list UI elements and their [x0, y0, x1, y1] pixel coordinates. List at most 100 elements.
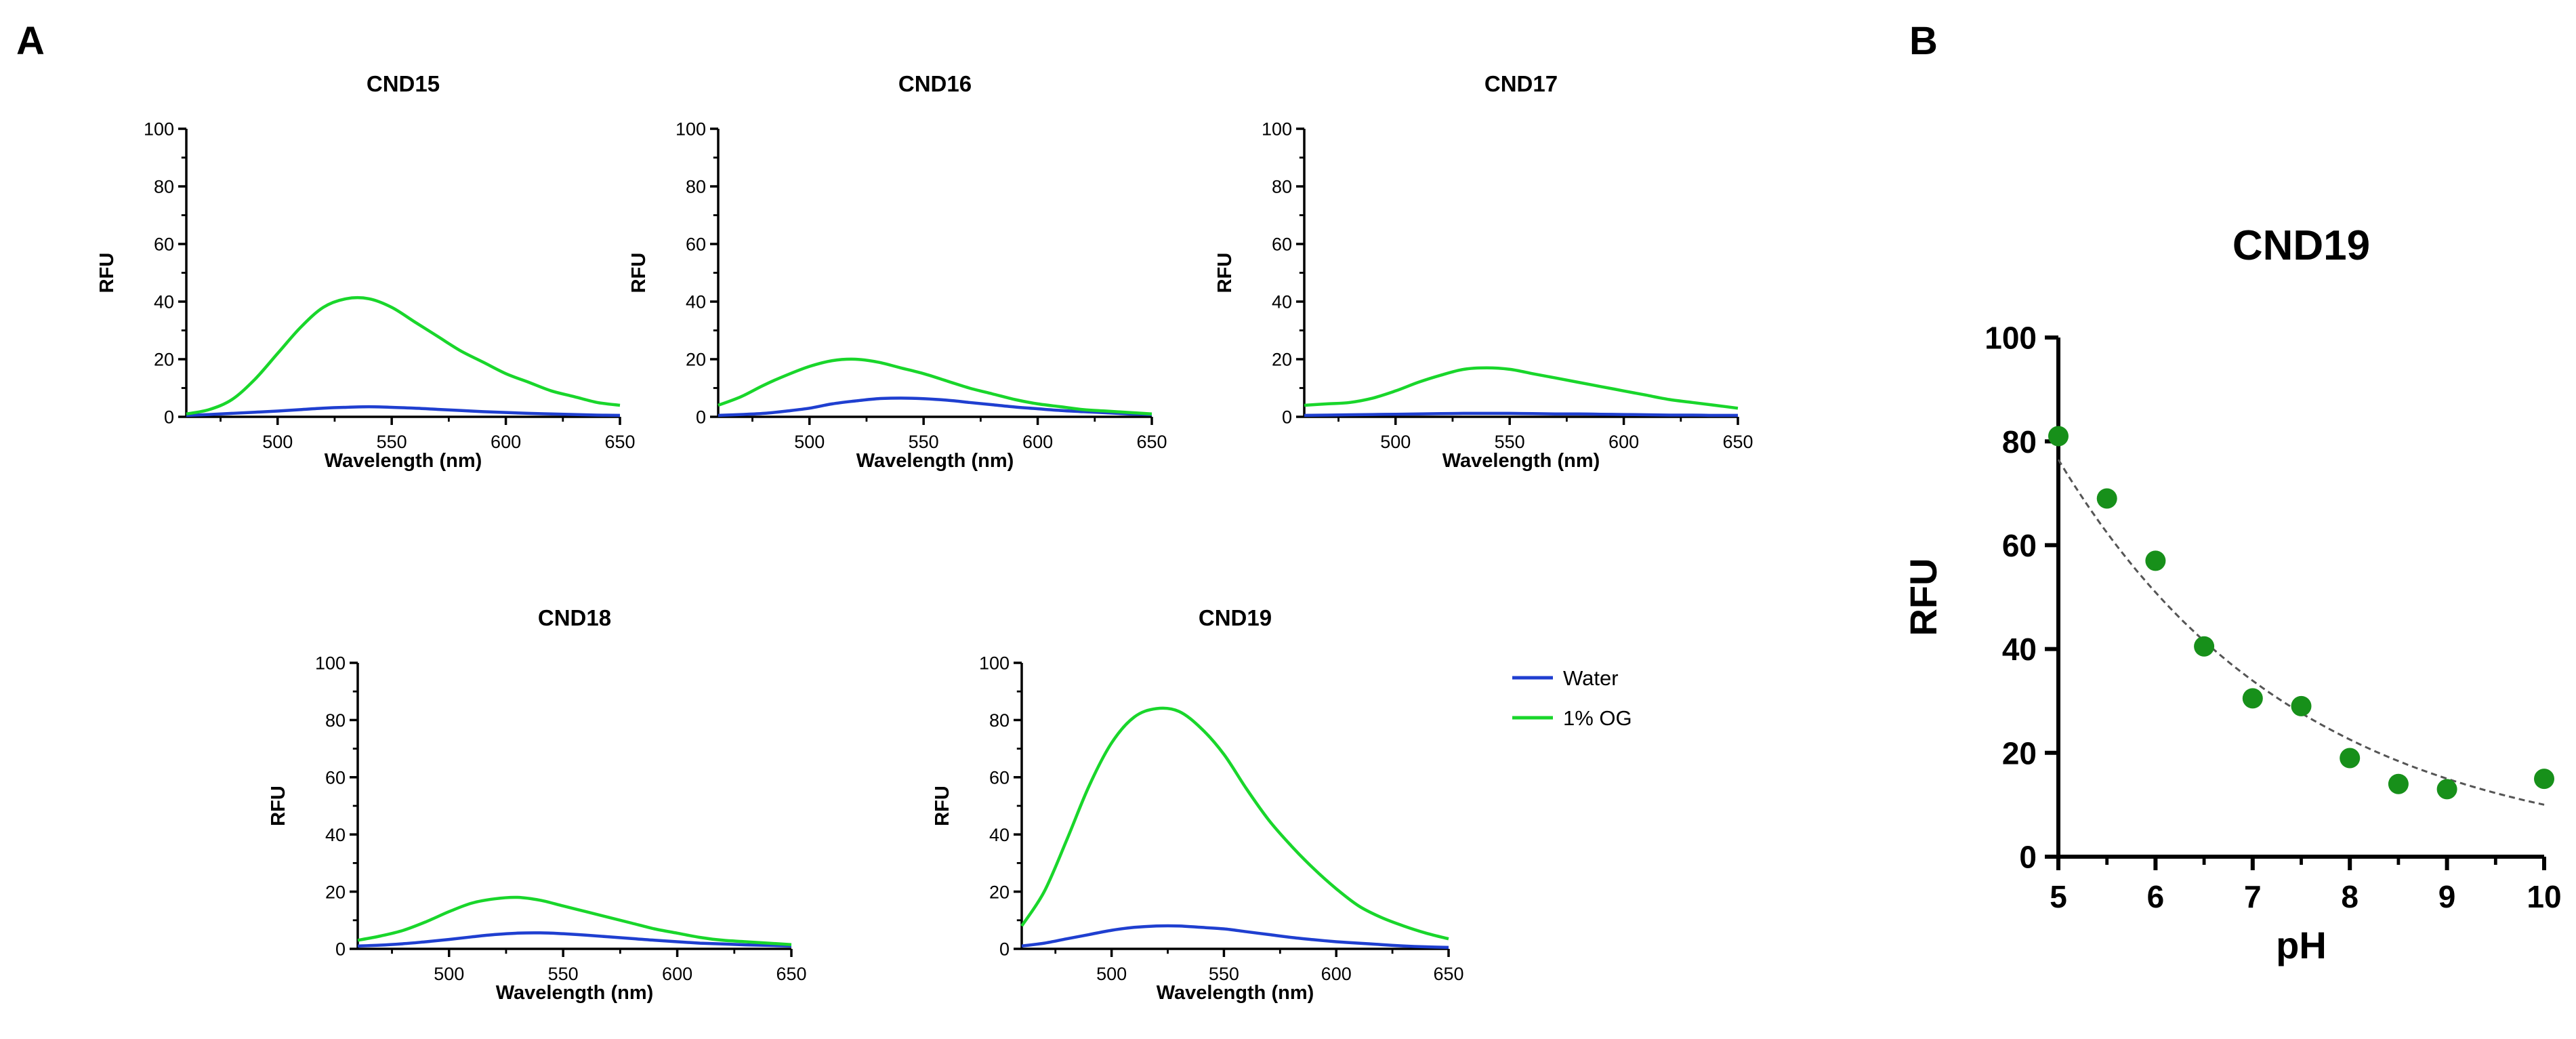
chart-title: CND19: [2232, 222, 2370, 269]
series-line-og: [1020, 706, 1449, 941]
x-tick-label: 650: [1433, 964, 1463, 984]
series-line-water: [1021, 924, 1449, 950]
y-axis-label: RFU: [96, 253, 118, 293]
chart-title: CND19: [1199, 605, 1272, 630]
x-tick-label: 600: [662, 964, 692, 984]
x-tick-label: 5: [2050, 879, 2067, 914]
y-axis-label: RFU: [1902, 558, 1945, 636]
x-axis-label: pH: [2276, 924, 2327, 966]
y-axis-label: RFU: [628, 253, 650, 293]
x-tick-label: 600: [491, 432, 521, 452]
fit-curve: [2057, 459, 2545, 806]
chart-cnd19-ph: CND19 0 20 40 60 80 100 5 6 7 8 9 10 pH RFU: [1902, 222, 2562, 966]
y-tick-label: 20: [1272, 350, 1292, 370]
x-tick-label: 550: [1495, 432, 1525, 452]
x-tick-label: 600: [1608, 432, 1639, 452]
y-tick-label: 80: [686, 177, 706, 197]
y-tick-label: 40: [686, 292, 706, 312]
x-tick-label: 550: [1209, 964, 1239, 984]
y-axis-label: RFU: [932, 786, 953, 826]
data-point: [2242, 688, 2263, 709]
y-tick-label: 100: [676, 119, 706, 140]
y-tick-label: 60: [2002, 528, 2037, 563]
chart-title: CND18: [538, 605, 611, 630]
data-point: [2388, 773, 2409, 794]
y-tick-label: 80: [1272, 177, 1292, 197]
y-axis-label: RFU: [268, 786, 289, 826]
panel-label-b: B: [1909, 19, 1938, 63]
y-tick-label: 20: [989, 882, 1010, 902]
y-tick-label: 80: [325, 710, 346, 731]
data-point: [2145, 550, 2166, 571]
data-point: [2096, 488, 2117, 509]
y-tick-label: 80: [154, 177, 174, 197]
y-tick-label: 40: [989, 825, 1010, 845]
series-line-og: [718, 357, 1152, 416]
x-tick-label: 6: [2147, 879, 2165, 914]
y-tick-label: 0: [1282, 407, 1292, 428]
x-tick-label: 600: [1321, 964, 1352, 984]
series-line-water: [357, 931, 792, 948]
x-tick-label: 650: [1136, 432, 1167, 452]
x-tick-label: 600: [1022, 432, 1053, 452]
y-tick-label: 100: [144, 119, 174, 140]
y-tick-label: 80: [2002, 424, 2037, 460]
x-tick-label: 550: [548, 964, 579, 984]
x-axis-label: Wavelength (nm): [1157, 982, 1314, 1004]
y-tick-label: 0: [696, 407, 706, 428]
chart-title: CND16: [898, 71, 972, 96]
y-tick-label: 80: [989, 710, 1010, 731]
chart-title: CND15: [367, 71, 440, 96]
y-tick-label: 100: [1985, 321, 2037, 356]
chart-cnd19-spectrum: CND19 0 20 40 60 80 100 500 550 600 650 Wavelength …: [932, 605, 1464, 1004]
y-tick-label: 20: [686, 350, 706, 370]
y-tick-label: 100: [315, 653, 346, 674]
y-tick-label: 40: [1272, 292, 1292, 312]
y-axis-label: RFU: [1214, 253, 1236, 293]
y-tick-label: 40: [325, 825, 346, 845]
y-tick-label: 0: [999, 939, 1010, 960]
x-tick-label: 500: [794, 432, 825, 452]
x-axis-label: Wavelength (nm): [325, 450, 482, 472]
chart-cnd17: CND17 0 20 40 60 80 100 500 550 600 650 Wavelength …: [1214, 71, 1753, 472]
series-line-water: [718, 396, 1152, 417]
x-tick-label: 500: [1096, 964, 1127, 984]
y-tick-label: 20: [325, 882, 346, 902]
x-axis-label: Wavelength (nm): [1442, 450, 1600, 472]
chart-cnd15: CND15 0 20 40 60 80 100 500 550 600 650 Wavelength …: [96, 71, 636, 472]
chart-cnd18: CND18 0 20 40 60 80 100 500 550 600 650 Wavelength …: [268, 605, 807, 1004]
chart-cnd16: CND16 0 20 40 60 80 100 500 550 600 650 Wavelength …: [628, 71, 1167, 472]
series-line-og: [186, 296, 621, 416]
x-axis-label: Wavelength (nm): [856, 450, 1014, 472]
legend-label-og: 1% OG: [1563, 706, 1632, 730]
legend: Water 1% OG: [1512, 666, 1632, 730]
y-tick-label: 60: [686, 235, 706, 255]
x-tick-label: 550: [377, 432, 407, 452]
series-line-water: [186, 405, 621, 417]
data-point: [2436, 779, 2457, 800]
y-tick-label: 0: [2019, 840, 2037, 875]
x-axis-label: Wavelength (nm): [496, 982, 654, 1004]
x-tick-label: 550: [909, 432, 939, 452]
data-point: [2048, 426, 2069, 447]
x-tick-label: 500: [1380, 432, 1411, 452]
x-tick-label: 500: [262, 432, 293, 452]
y-tick-label: 100: [979, 653, 1010, 674]
x-tick-label: 500: [434, 964, 464, 984]
x-tick-label: 8: [2341, 879, 2359, 914]
data-point: [2534, 769, 2554, 790]
x-tick-label: 10: [2527, 879, 2561, 914]
y-tick-label: 40: [154, 292, 174, 312]
y-tick-label: 60: [989, 768, 1010, 788]
series-line-og: [357, 895, 792, 946]
data-point: [2340, 748, 2361, 769]
chart-title: CND17: [1484, 71, 1558, 96]
y-tick-label: 0: [335, 939, 346, 960]
y-tick-label: 20: [154, 350, 174, 370]
x-tick-label: 650: [604, 432, 635, 452]
y-tick-label: 40: [2002, 632, 2037, 667]
x-tick-label: 650: [1722, 432, 1753, 452]
x-tick-label: 7: [2244, 879, 2262, 914]
data-point: [2291, 695, 2312, 716]
